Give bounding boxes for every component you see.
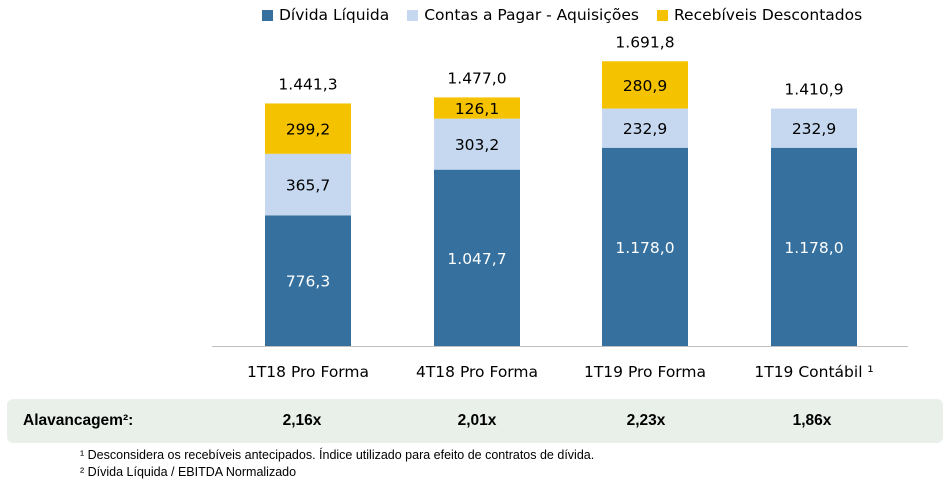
- bar-segment: [434, 97, 520, 119]
- total-label: 1.441,3: [278, 75, 337, 93]
- legend-swatch: [262, 9, 273, 21]
- data-label: 126,1: [455, 100, 499, 118]
- chart-legend: Dívida Líquida Contas a Pagar - Aquisiçõ…: [262, 6, 880, 24]
- data-label: 303,2: [455, 136, 499, 154]
- category-label: 1T19 Contábil ¹: [754, 363, 873, 381]
- footnote-2: ² Dívida Líquida / EBITDA Normalizado: [80, 465, 297, 479]
- category-label: 4T18 Pro Forma: [416, 363, 538, 381]
- stacked-bar-chart: 776,3 365,7 299,2 1.441,3 1T18 Pro Forma 1.04…: [212, 33, 908, 381]
- bar-segment: [265, 103, 351, 154]
- data-label: 776,3: [286, 273, 330, 291]
- bar-segment: [265, 153, 351, 216]
- legend-item-contas-a-pagar: Contas a Pagar - Aquisições: [407, 6, 639, 24]
- data-label: 365,7: [286, 177, 330, 195]
- footnotes: ¹ Desconsidera os recebíveis antecipados…: [80, 447, 594, 481]
- data-label: 280,9: [623, 77, 667, 95]
- category-label: 1T19 Pro Forma: [584, 363, 706, 381]
- legend-label: Contas a Pagar - Aquisições: [424, 6, 639, 24]
- leverage-value: 2,01x: [457, 412, 497, 429]
- bar-segment: [434, 118, 520, 170]
- data-label: 232,9: [623, 120, 667, 138]
- data-label: 232,9: [792, 120, 836, 138]
- category-label: 1T18 Pro Forma: [247, 363, 369, 381]
- bar-segment: [434, 169, 520, 346]
- legend-swatch: [656, 9, 668, 21]
- data-label: 299,2: [286, 121, 330, 139]
- total-label: 1.691,8: [615, 33, 674, 51]
- leverage-value: 2,23x: [626, 412, 666, 429]
- data-label: 1.178,0: [784, 239, 843, 257]
- bar-segment: [602, 61, 688, 109]
- bar-segment: [771, 108, 857, 148]
- leverage-value: 2,16x: [282, 412, 322, 429]
- legend-swatch: [407, 9, 419, 21]
- bar-segment: [602, 108, 688, 148]
- leverage-bar: Alavancagem²: 2,16x 2,01x 2,23x 1,86x: [7, 399, 943, 443]
- footnote-1: ¹ Desconsidera os recebíveis antecipados…: [80, 448, 595, 462]
- leverage-label: Alavancagem²:: [23, 412, 134, 429]
- legend-label: Dívida Líquida: [279, 6, 390, 24]
- legend-label: Recebíveis Descontados: [673, 6, 863, 24]
- legend-item-divida-liquida: Dívida Líquida: [262, 6, 389, 24]
- total-label: 1.477,0: [447, 69, 506, 87]
- bar-segment: [265, 215, 351, 346]
- bar-segment: [602, 147, 688, 346]
- data-label: 1.178,0: [615, 239, 674, 257]
- data-label: 1.047,7: [447, 250, 506, 268]
- bar-segment: [771, 147, 857, 346]
- total-label: 1.410,9: [784, 81, 843, 99]
- leverage-value: 1,86x: [792, 412, 832, 429]
- legend-item-recebiveis: Recebíveis Descontados: [656, 6, 863, 24]
